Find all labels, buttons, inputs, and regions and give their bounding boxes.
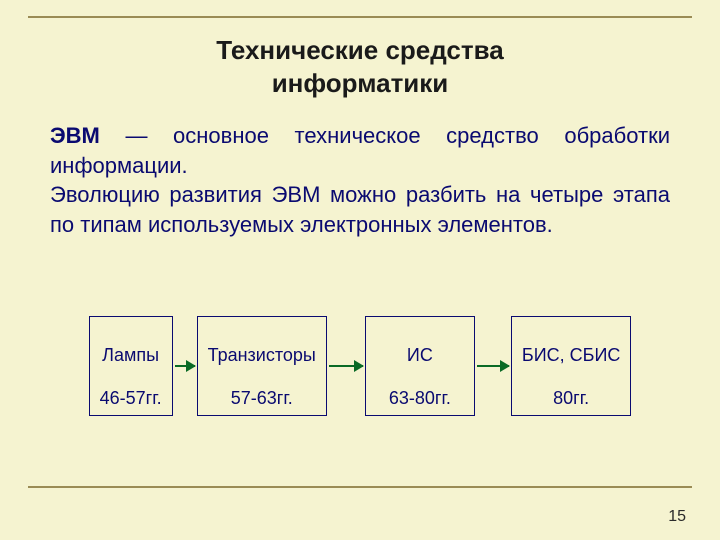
slide-title: Технические средства информатики xyxy=(28,34,692,99)
arrow-icon xyxy=(329,365,363,367)
node-line-2: 46-57гг. xyxy=(100,388,162,408)
flow-node: Транзисторы 57-63гг. xyxy=(197,316,327,416)
arrow-icon xyxy=(175,365,195,367)
body-sentence-1: — основное техническое средство обработк… xyxy=(50,123,670,178)
flow-node: Лампы 46-57гг. xyxy=(89,316,173,416)
body-paragraph: ЭВМ — основное техническое средство обра… xyxy=(50,121,670,240)
node-line-2: 63-80гг. xyxy=(389,388,451,408)
flow-node: БИС, СБИС 80гг. xyxy=(511,316,632,416)
body-sentence-2: Эволюцию развития ЭВМ можно разбить на ч… xyxy=(50,182,670,237)
flow-node: ИС 63-80гг. xyxy=(365,316,475,416)
page-number: 15 xyxy=(668,508,686,526)
flowchart: Лампы 46-57гг. Транзисторы 57-63гг. ИС 6… xyxy=(28,316,692,416)
title-line-2: информатики xyxy=(272,68,449,98)
lead-term: ЭВМ xyxy=(50,123,100,148)
node-line-1: БИС, СБИС xyxy=(522,345,621,365)
node-line-2: 57-63гг. xyxy=(231,388,293,408)
node-line-1: Лампы xyxy=(102,345,159,365)
node-line-1: ИС xyxy=(407,345,433,365)
title-line-1: Технические средства xyxy=(216,35,503,65)
arrow-icon xyxy=(477,365,509,367)
node-line-2: 80гг. xyxy=(553,388,589,408)
node-line-1: Транзисторы xyxy=(208,345,316,365)
slide-frame: Технические средства информатики ЭВМ — о… xyxy=(28,16,692,488)
